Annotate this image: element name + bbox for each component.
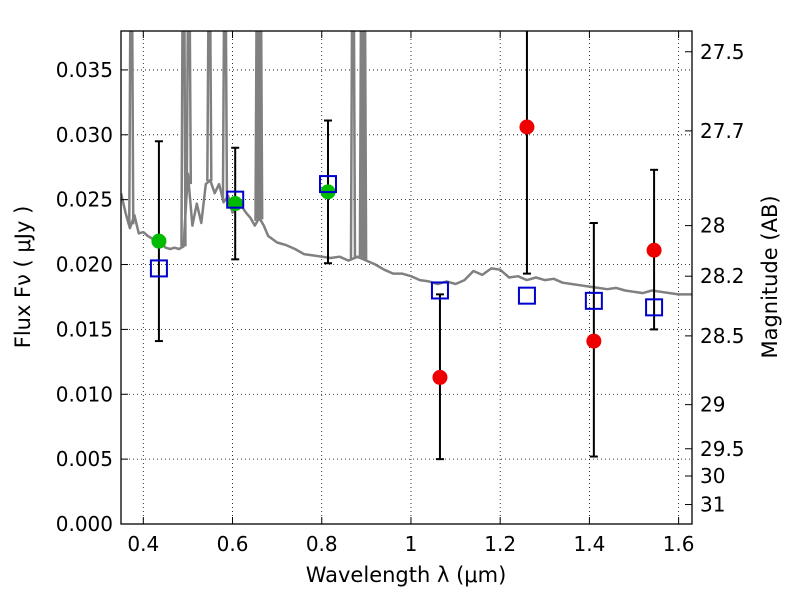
y-tick-label: 0.030 bbox=[56, 123, 113, 147]
y-tick-label: 0.035 bbox=[56, 58, 113, 82]
spectrum-layer bbox=[121, 31, 692, 296]
x-tick-label: 0.8 bbox=[306, 532, 338, 556]
emission-line-spike bbox=[128, 31, 135, 225]
y2-tick-label: 28 bbox=[700, 214, 725, 238]
y-tick-label: 0.000 bbox=[56, 512, 113, 536]
emission-line-spike bbox=[349, 31, 357, 259]
y-tick-label: 0.005 bbox=[56, 447, 113, 471]
model-spectrum-line bbox=[121, 172, 692, 296]
axes-ticks: 0.4 0.6 0.8 1 1.2 1.4 1.6 0.000 0.005 0.010 0.015 0… bbox=[56, 31, 745, 556]
emission-line-spike bbox=[185, 31, 193, 185]
model-flux-square bbox=[517, 286, 536, 305]
x-tick-label: 1.4 bbox=[573, 532, 605, 556]
observed-flux-point bbox=[519, 119, 535, 135]
model-flux-square bbox=[149, 259, 168, 278]
emission-line-spike bbox=[255, 31, 263, 219]
y2-tick-label: 28.2 bbox=[700, 264, 745, 288]
emission-line-spike bbox=[206, 31, 213, 181]
y2-tick-label: 27.5 bbox=[700, 40, 745, 64]
emission-line-spike bbox=[221, 31, 229, 201]
x-tick-label: 0.6 bbox=[217, 532, 249, 556]
y2-tick-label: 31 bbox=[700, 493, 725, 517]
observed-flux-point bbox=[227, 196, 243, 212]
emission-line-spike bbox=[360, 31, 368, 260]
model-flux-square bbox=[318, 175, 337, 194]
x-tick-label: 1.6 bbox=[663, 532, 695, 556]
y-tick-label: 0.025 bbox=[56, 188, 113, 212]
y2-tick-label: 29.5 bbox=[700, 437, 745, 461]
emission-line-spike bbox=[256, 31, 264, 220]
model-flux-square bbox=[584, 291, 603, 310]
y-axis-label: Flux Fν ( μJy ) bbox=[11, 206, 35, 349]
y2-tick-label: 29 bbox=[700, 393, 725, 417]
x-tick-label: 0.4 bbox=[127, 532, 159, 556]
y2-tick-label: 28.5 bbox=[700, 324, 745, 348]
observed-flux-point bbox=[151, 233, 167, 249]
model-flux-square bbox=[645, 298, 664, 317]
y2-tick-label: 30 bbox=[700, 464, 725, 488]
y-tick-label: 0.010 bbox=[56, 382, 113, 406]
observed-flux-point bbox=[646, 242, 662, 258]
observed-flux-point bbox=[586, 333, 602, 349]
model-flux-square bbox=[430, 281, 449, 300]
plot-frame bbox=[120, 30, 693, 525]
y-tick-label: 0.020 bbox=[56, 253, 113, 277]
y2-tick-label: 27.7 bbox=[700, 119, 745, 143]
emission-line-spike bbox=[180, 31, 187, 247]
x-axis-label: Wavelength λ (μm) bbox=[306, 563, 507, 587]
observed-flux-point bbox=[432, 369, 448, 385]
x-tick-label: 1.2 bbox=[484, 532, 516, 556]
y2-axis-label: Magnitude (AB) bbox=[758, 195, 782, 358]
x-tick-label: 1 bbox=[405, 532, 418, 556]
model-flux-square bbox=[226, 190, 245, 209]
y-tick-label: 0.015 bbox=[56, 317, 113, 341]
data-layer bbox=[149, 31, 664, 461]
